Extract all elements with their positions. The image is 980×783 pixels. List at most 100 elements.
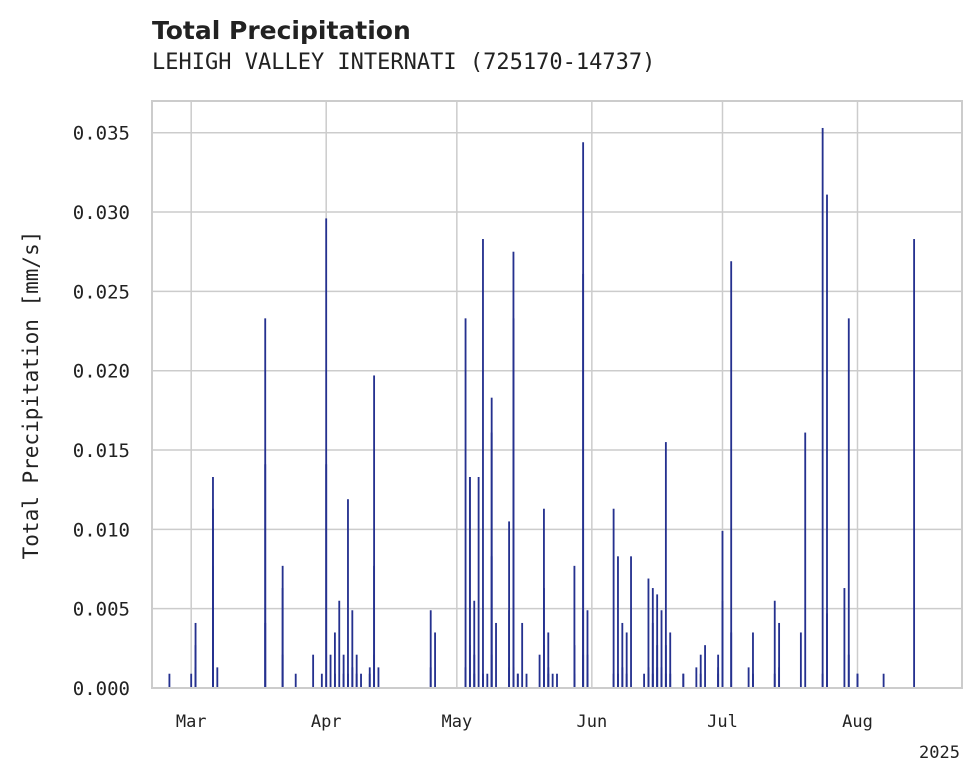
precip-bar	[664, 673, 667, 688]
precip-bar	[617, 556, 619, 688]
precip-bar	[699, 673, 702, 688]
precip-bar	[338, 600, 341, 688]
precip-bar	[704, 645, 706, 688]
precip-bar	[512, 251, 515, 688]
y-tick-label: 0.035	[73, 123, 130, 145]
precip-bar	[573, 645, 576, 688]
precip-bar	[351, 610, 354, 688]
precip-bar	[351, 667, 354, 688]
precip-bar	[194, 645, 197, 688]
precip-bar	[669, 632, 672, 688]
precip-bar	[355, 654, 358, 688]
precip-bar	[521, 622, 524, 688]
precip-bar	[856, 673, 859, 688]
precip-bar	[647, 673, 650, 688]
precip-bar	[612, 673, 615, 688]
x-tick-label: Mar	[176, 712, 207, 732]
x-tick-label: May	[441, 712, 472, 732]
precip-bar	[325, 218, 328, 688]
precip-bar	[847, 318, 850, 688]
precip-bar	[664, 442, 667, 688]
y-axis-label: Total Precipitation [mm/s]	[19, 231, 43, 560]
y-tick-label: 0.010	[73, 519, 130, 541]
y-tick-label: 0.005	[73, 599, 130, 621]
precip-bar	[525, 673, 528, 688]
precip-bar	[586, 673, 589, 688]
precip-bar	[656, 594, 659, 688]
y-tick-label: 0.030	[73, 202, 130, 224]
precip-bar	[482, 673, 484, 688]
precip-bar	[660, 673, 663, 688]
precip-bar	[355, 673, 358, 688]
precip-bar	[373, 565, 376, 688]
precip-bar	[543, 588, 545, 688]
precip-bar	[490, 397, 493, 688]
precip-bar	[656, 645, 659, 688]
precip-bar	[473, 600, 476, 688]
y-tick-label: 0.000	[73, 678, 130, 700]
precip-bar	[464, 318, 467, 688]
precip-bar	[464, 667, 467, 688]
y-tick-label: 0.020	[73, 361, 130, 383]
precip-bar	[612, 508, 615, 688]
precip-bar	[651, 673, 654, 688]
precip-bar	[913, 239, 916, 688]
precip-bar	[482, 239, 484, 688]
precip-bar	[630, 556, 632, 688]
y-tick-label: 0.025	[73, 281, 130, 303]
precip-bar	[190, 673, 193, 688]
y-axis: 0.000 0.005 0.010 0.015 0.020 0.025 0.030 0.035	[73, 123, 130, 700]
precip-bar	[617, 673, 619, 688]
x-offset-label: 2025	[919, 743, 960, 763]
precip-bar	[264, 464, 267, 688]
precip-bar	[586, 654, 589, 688]
precip-bar	[573, 565, 576, 688]
precip-bar	[882, 673, 885, 688]
chart-title: Total Precipitation	[152, 16, 411, 45]
plot-frame	[151, 100, 963, 689]
precip-bar	[682, 673, 685, 688]
precip-bar	[660, 610, 663, 688]
precip-bar	[495, 622, 497, 688]
precip-bar	[821, 673, 824, 688]
precip-bar	[721, 530, 724, 688]
precip-bar	[312, 654, 315, 688]
precip-bar	[625, 673, 628, 688]
chart-subtitle: LEHIGH VALLEY INTERNATI (725170-14737)	[152, 50, 656, 75]
x-tick-label: Jul	[707, 712, 738, 732]
precip-bar	[325, 464, 328, 688]
precip-bar	[773, 600, 776, 688]
precip-bar	[512, 673, 515, 688]
precip-bar	[625, 632, 628, 688]
precip-bar	[347, 499, 349, 688]
precip-bar	[281, 654, 284, 688]
precip-bar	[582, 142, 585, 688]
precip-bar	[773, 673, 776, 688]
precip-bar	[347, 673, 349, 688]
precip-bar	[281, 588, 284, 688]
precip-bar	[329, 654, 332, 688]
precip-bar	[651, 622, 654, 688]
precip-bar	[778, 667, 781, 688]
precip-bar	[699, 654, 702, 688]
precip-bar	[843, 588, 846, 688]
precip-bar	[468, 476, 471, 688]
precip-bar	[333, 632, 336, 688]
precip-bar	[730, 261, 733, 688]
precip-bar	[664, 645, 667, 688]
precip-bar	[490, 556, 493, 688]
precip-bar	[799, 632, 802, 688]
precip-bar	[508, 610, 511, 688]
precip-bar	[320, 673, 323, 688]
precip-bar	[429, 610, 432, 688]
precip-bar	[621, 622, 624, 688]
precip-bar	[212, 565, 214, 688]
precip-bar	[216, 667, 219, 688]
grid-lines	[152, 101, 962, 689]
precip-bar	[752, 632, 754, 688]
precip-bar	[468, 645, 471, 688]
precip-bar	[643, 673, 646, 688]
precip-bar	[360, 673, 362, 688]
x-tick-label: Apr	[311, 712, 342, 732]
